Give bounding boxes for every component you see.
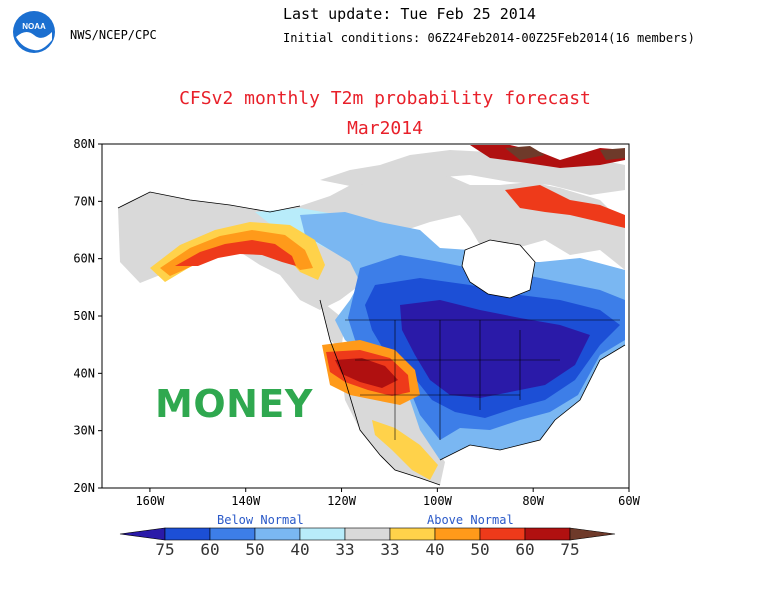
colorbar-cell — [254, 527, 301, 541]
colorbar-value-label: 33 — [380, 540, 399, 559]
probability-field — [117, 145, 626, 486]
colorbar-value-label: 33 — [335, 540, 354, 559]
colorbar-cell — [389, 527, 436, 541]
above-75-southwest — [335, 358, 398, 388]
colorbar-value-label: 40 — [425, 540, 444, 559]
colorbar-value-label: 50 — [245, 540, 264, 559]
hudson-bay — [462, 240, 535, 298]
lon-tick-label: 60W — [618, 494, 640, 508]
lat-tick-label: 80N — [73, 137, 95, 151]
above-40-mexico — [372, 420, 438, 480]
colorbar-cell — [479, 527, 526, 541]
lat-tick-label: 70N — [73, 194, 95, 208]
colorbar-cell — [434, 527, 481, 541]
colorbar-value-label: 50 — [470, 540, 489, 559]
colorbar-value-label: 60 — [515, 540, 534, 559]
colorbar-value-label: 60 — [200, 540, 219, 559]
colorbar-cell — [344, 527, 391, 541]
colorbar-value-label: 75 — [155, 540, 174, 559]
colorbar-cell — [164, 527, 211, 541]
colorbar-value-label: 75 — [560, 540, 579, 559]
lat-tick-label: 50N — [73, 309, 95, 323]
colorbar-cell — [299, 527, 346, 541]
lat-tick-label: 30N — [73, 424, 95, 438]
lon-tick-label: 120W — [327, 494, 357, 508]
colorbar-cell — [209, 527, 256, 541]
above-60-alaska — [175, 240, 296, 266]
lon-tick-label: 100W — [423, 494, 453, 508]
noaa-logo: NOAA — [13, 11, 55, 53]
lon-tick-label: 80W — [522, 494, 544, 508]
longitude-axis: 160W 140W 120W 100W 80W 60W — [135, 488, 641, 508]
last-update-label: Last update: Tue Feb 25 2014 — [283, 5, 536, 23]
coastline — [117, 191, 626, 486]
map-subtitle-month: Mar2014 — [347, 118, 423, 139]
lat-tick-label: 60N — [73, 252, 95, 266]
lat-tick-label: 20N — [73, 481, 95, 495]
state-borders — [345, 319, 620, 440]
above-50-alaska — [160, 230, 313, 276]
latitude-axis: 80N 70N 60N 50N 40N 30N 20N — [73, 137, 102, 495]
initial-conditions-label: Initial conditions: 06Z24Feb2014-00Z25Fe… — [283, 31, 695, 45]
colorbar-value-label: 40 — [290, 540, 309, 559]
above-brown-arctic — [505, 146, 625, 160]
watermark-text: MONEY — [155, 382, 313, 426]
colorbar-cell — [524, 527, 571, 541]
noaa-logo-text: NOAA — [22, 22, 46, 31]
below-normal-label: Below Normal — [217, 513, 304, 527]
map-title: CFSv2 monthly T2m probability forecast — [179, 88, 591, 109]
agency-label: NWS/NCEP/CPC — [70, 28, 157, 42]
colorbar-arrow-right — [569, 527, 616, 541]
above-normal-label: Above Normal — [427, 513, 514, 527]
lon-tick-label: 140W — [231, 494, 261, 508]
lat-tick-label: 40N — [73, 366, 95, 380]
lon-tick-label: 160W — [135, 494, 165, 508]
colorbar-arrow-left — [119, 527, 166, 541]
above-60-arctic — [505, 185, 625, 228]
arctic-islands — [320, 150, 625, 195]
below-75-region — [400, 300, 590, 398]
